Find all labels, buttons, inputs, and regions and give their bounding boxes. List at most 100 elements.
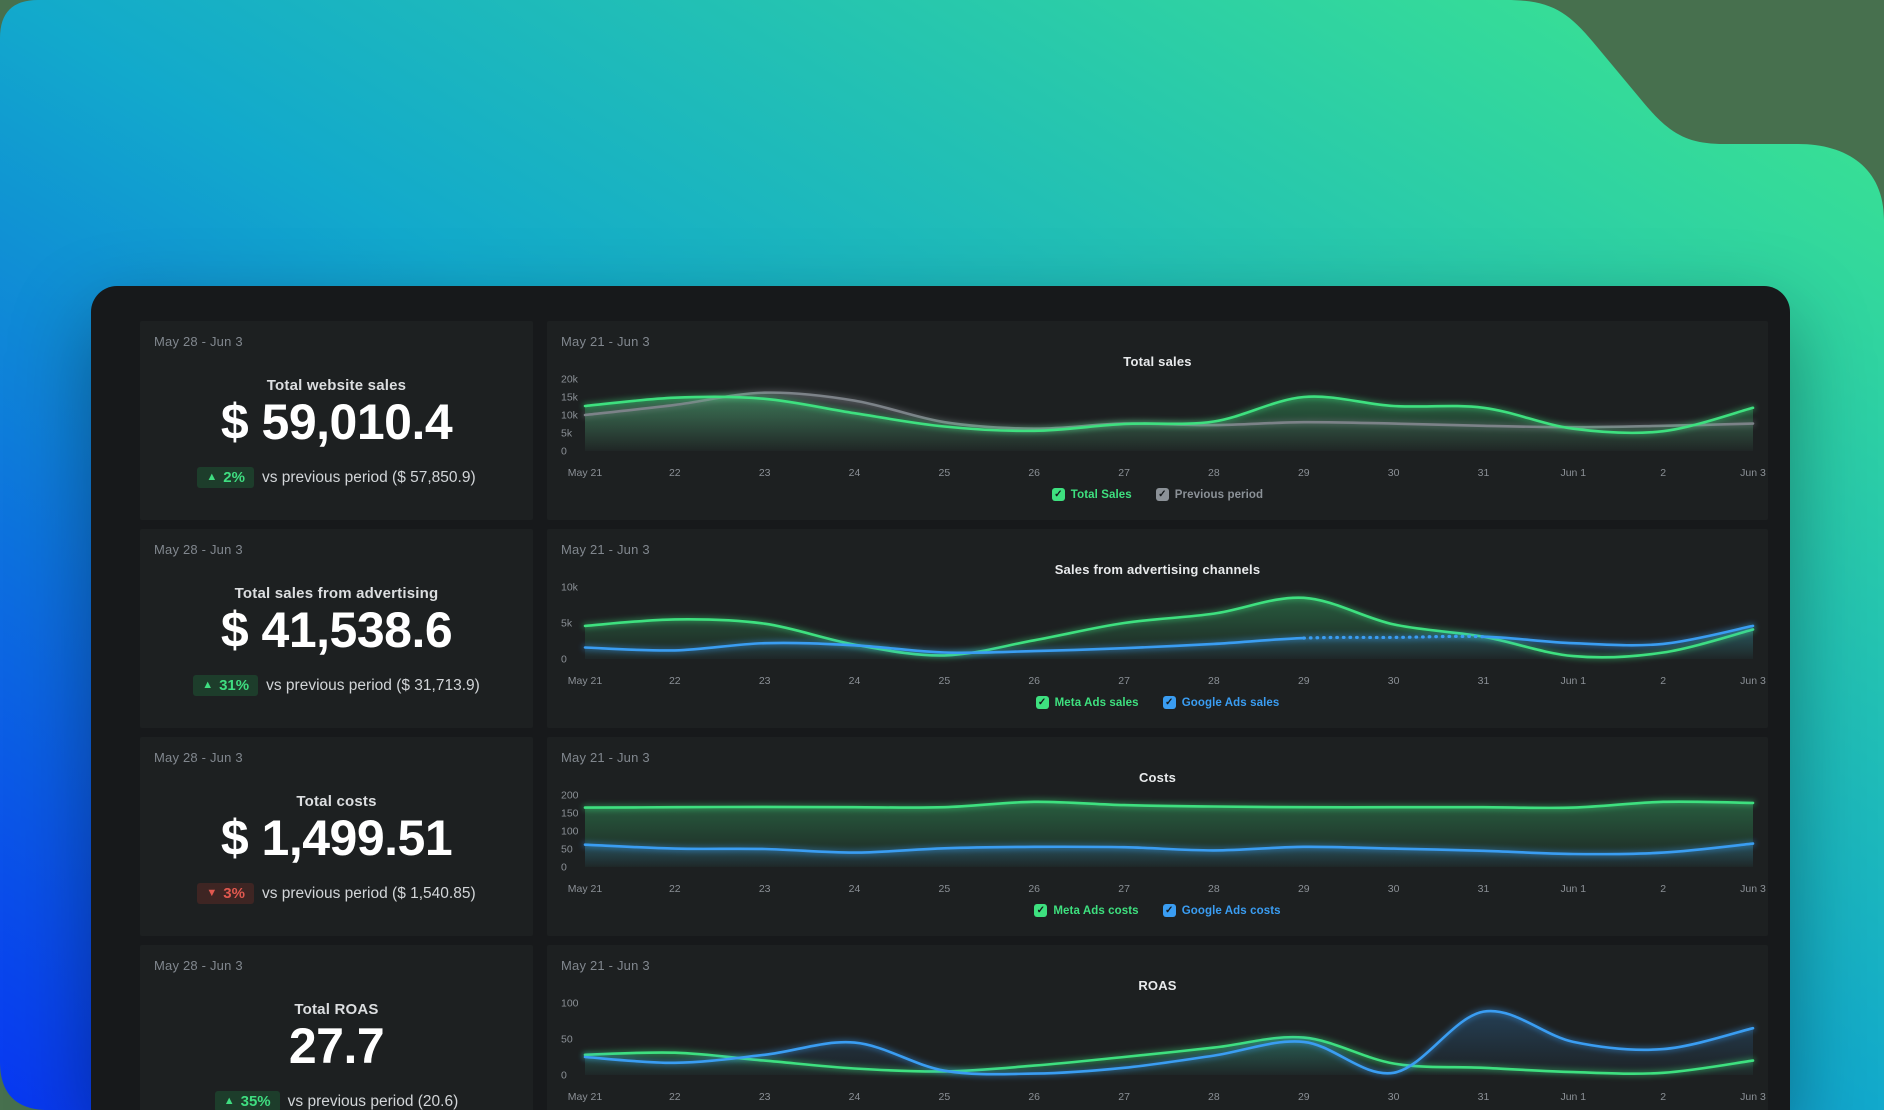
x-axis-tick-label: Jun 3 [1740, 467, 1766, 479]
legend-checkbox-icon[interactable]: ✓ [1162, 696, 1176, 709]
x-axis-tick-label: 27 [1118, 1091, 1130, 1103]
series-line-Google Ads costs [583, 842, 1755, 856]
chart-panel-sales-from-advertising-channels: 10k 5k 0 May 21 22 23 24 25 26 27 28 29 30 31 Jun 1 2 Ju… [547, 529, 1768, 728]
y-axis-tick-label: 50 [561, 844, 573, 856]
x-axis-tick-label: 31 [1478, 675, 1490, 687]
chart-date-range: May 21 - Jun 3 [561, 958, 650, 973]
series-area-Google Ads costs [585, 843, 1753, 867]
x-axis-tick-label: 2 [1660, 467, 1666, 479]
delta-text: vs previous period (20.6) [287, 1092, 459, 1110]
x-axis-tick-label: 24 [849, 467, 861, 479]
chart-date-range: May 21 - Jun 3 [561, 542, 650, 557]
x-axis-tick-label: 25 [939, 1091, 951, 1103]
chart-panel-total-sales: 20k 15k 10k 5k 0 May 21 22 23 24 25 26 27 28 29 30 31 Ju… [547, 321, 1768, 520]
x-axis-tick-label: May 21 [568, 467, 603, 479]
series-line-Google Ads sales [1482, 624, 1755, 647]
x-axis-tick-label: Jun 1 [1560, 467, 1586, 479]
legend-label: Meta Ads sales [1054, 696, 1139, 709]
chart-date-range: May 21 - Jun 3 [561, 334, 650, 349]
y-axis-tick-label: 10k [561, 582, 579, 594]
legend-checkbox-icon[interactable]: ✓ [1162, 904, 1176, 917]
chart-legend: ✓ Total Sales ✓ Previous period [547, 488, 1768, 501]
legend-item[interactable]: ✓ Total Sales [1051, 488, 1132, 501]
kpi-panel-total-roas: May 28 - Jun 3 Total ROAS 27.7 ▲ 35% vs p… [140, 945, 533, 1110]
y-axis-tick-label: 15k [561, 392, 579, 404]
chart-date-range: May 21 - Jun 3 [561, 750, 650, 765]
delta-badge: ▲ 31% [193, 675, 259, 696]
chart-legend: ✓ Meta Ads sales ✓ Google Ads sales [547, 696, 1768, 709]
x-axis-tick-label: 22 [669, 467, 681, 479]
kpi-panel-total-website-sales: May 28 - Jun 3 Total website sales $ 59,… [140, 321, 533, 520]
chart-panel-roas: 100 50 0 May 21 22 23 24 25 26 27 28 29 30 31 Jun 1 2 Ju… [547, 945, 1768, 1110]
arrow-up-icon: ▲ [223, 1095, 235, 1107]
dashboard-row: May 28 - Jun 3 Total sales from advertis… [91, 529, 1790, 728]
kpi-value: 27.7 [288, 1018, 385, 1074]
kpi-delta-row: ▲ 35% vs previous period (20.6) [140, 1091, 533, 1110]
x-axis-tick-label: Jun 3 [1740, 1091, 1766, 1103]
delta-text: vs previous period ($ 57,850.9) [261, 468, 476, 486]
x-axis-tick-label: 24 [849, 883, 861, 895]
kpi-date-range: May 28 - Jun 3 [154, 542, 243, 557]
x-axis-tick-label: 22 [669, 883, 681, 895]
x-axis-tick-label: 26 [1028, 1091, 1040, 1103]
x-axis-tick-label: 28 [1208, 675, 1220, 687]
x-axis-tick-label: 23 [759, 1091, 771, 1103]
legend-item[interactable]: ✓ Previous period [1155, 488, 1264, 501]
x-axis-tick-label: May 21 [568, 883, 603, 895]
legend-label: Google Ads sales [1181, 696, 1280, 709]
kpi-value: $ 59,010.4 [220, 394, 453, 450]
y-axis-tick-label: 5k [561, 618, 573, 630]
legend-label: Previous period [1174, 488, 1264, 501]
y-axis-tick-label: 20k [561, 374, 579, 386]
x-axis-tick-label: 27 [1118, 675, 1130, 687]
x-axis-tick-label: 22 [669, 675, 681, 687]
kpi-title: Total ROAS [294, 1001, 379, 1018]
chart-title: Total sales [1123, 354, 1192, 369]
x-axis-tick-label: 29 [1298, 675, 1310, 687]
x-axis-tick-label: 30 [1388, 675, 1400, 687]
x-axis-tick-label: 2 [1660, 675, 1666, 687]
chart-title: ROAS [1138, 978, 1177, 993]
x-axis-tick-label: 31 [1478, 1091, 1490, 1103]
series-line-Meta Ads sales [583, 596, 1755, 659]
kpi-delta-row: ▼ 3% vs previous period ($ 1,540.85) [140, 883, 533, 904]
y-axis-tick-label: 50 [561, 1034, 573, 1046]
y-axis-tick-label: 0 [561, 654, 567, 666]
y-axis-tick-label: 0 [561, 1070, 567, 1082]
kpi-value: $ 1,499.51 [220, 810, 453, 866]
legend-checkbox-icon[interactable]: ✓ [1155, 488, 1169, 501]
x-axis-tick-label: 29 [1298, 467, 1310, 479]
y-axis-tick-label: 0 [561, 446, 567, 458]
legend-item[interactable]: ✓ Meta Ads sales [1035, 696, 1139, 709]
x-axis-tick-label: 30 [1388, 883, 1400, 895]
legend-item[interactable]: ✓ Meta Ads costs [1034, 904, 1139, 917]
y-axis-tick-label: 150 [561, 808, 579, 820]
x-axis-tick-label: 28 [1208, 1091, 1220, 1103]
chart-legend: ✓ Meta Ads costs ✓ Google Ads costs [547, 904, 1768, 917]
legend-checkbox-icon[interactable]: ✓ [1035, 696, 1049, 709]
x-axis-tick-label: 25 [939, 675, 951, 687]
x-axis-tick-label: 31 [1478, 883, 1490, 895]
kpi-panel-total-costs: May 28 - Jun 3 Total costs $ 1,499.51 ▼ 3… [140, 737, 533, 936]
series-line-Google Ads sales [1302, 634, 1486, 640]
x-axis-tick-label: 28 [1208, 467, 1220, 479]
x-axis-tick-label: Jun 3 [1740, 675, 1766, 687]
dashboard-window: May 28 - Jun 3 Total website sales $ 59,… [91, 286, 1790, 1110]
kpi-title: Total website sales [266, 377, 407, 394]
y-axis-tick-label: 5k [561, 428, 573, 440]
legend-checkbox-icon[interactable]: ✓ [1051, 488, 1065, 501]
legend-checkbox-icon[interactable]: ✓ [1034, 904, 1048, 917]
legend-item[interactable]: ✓ Google Ads sales [1162, 696, 1280, 709]
x-axis-tick-label: 2 [1660, 1091, 1666, 1103]
x-axis-tick-label: 24 [849, 1091, 861, 1103]
x-axis-tick-label: 29 [1298, 1091, 1310, 1103]
x-axis-tick-label: May 21 [568, 1091, 603, 1103]
arrow-up-icon: ▲ [206, 471, 218, 483]
legend-item[interactable]: ✓ Google Ads costs [1162, 904, 1281, 917]
x-axis-tick-label: Jun 1 [1560, 883, 1586, 895]
x-axis-tick-label: 30 [1388, 467, 1400, 479]
x-axis-tick-label: Jun 1 [1560, 1091, 1586, 1103]
series-area-Google Ads ROAS [585, 1011, 1753, 1075]
